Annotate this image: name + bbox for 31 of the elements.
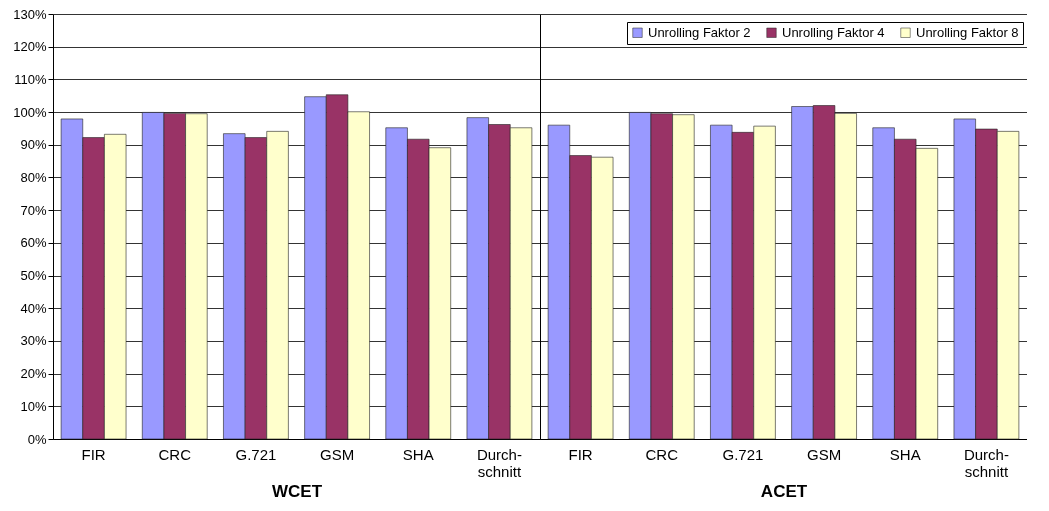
- x-tick-label: Durch- schnitt: [963, 445, 1009, 480]
- y-tick-label: 120%: [13, 39, 47, 55]
- x-tick-label: SHA: [402, 445, 434, 463]
- y-tick-label: 100%: [13, 104, 47, 120]
- x-tick-label: FIR: [568, 445, 593, 463]
- y-tick-label: 60%: [20, 235, 47, 251]
- y-tick-label: 130%: [13, 6, 47, 22]
- x-tick-label: G.721: [722, 445, 764, 463]
- y-tick-label: 90%: [20, 137, 47, 153]
- y-tick-label: 40%: [20, 300, 47, 316]
- x-tick-label: CRC: [158, 445, 192, 463]
- y-tick-label: 70%: [20, 202, 47, 218]
- x-tick-label: GSM: [320, 445, 355, 463]
- y-tick-label: 110%: [14, 71, 47, 87]
- x-tick-label: GSM: [807, 445, 842, 463]
- y-tick-label: 10%: [20, 398, 47, 414]
- y-tick-label: 30%: [20, 333, 47, 349]
- y-tick-label: 80%: [20, 169, 47, 185]
- y-tick-label: 20%: [20, 366, 47, 382]
- x-axis-title: WCET: [271, 481, 323, 501]
- x-tick-label: G.721: [235, 445, 277, 463]
- y-tick-label: 0%: [27, 431, 47, 447]
- legend-label: Unrolling Faktor 8: [916, 24, 1019, 40]
- y-tick-label: 50%: [20, 268, 47, 284]
- legend-label: Unrolling Faktor 4: [782, 24, 885, 40]
- x-axis-title: ACET: [760, 481, 808, 501]
- x-tick-label: SHA: [889, 445, 921, 463]
- legend-label: Unrolling Faktor 2: [648, 24, 751, 40]
- x-tick-label: FIR: [81, 445, 106, 463]
- x-tick-label: Durch- schnitt: [476, 445, 522, 480]
- x-tick-label: CRC: [645, 445, 679, 463]
